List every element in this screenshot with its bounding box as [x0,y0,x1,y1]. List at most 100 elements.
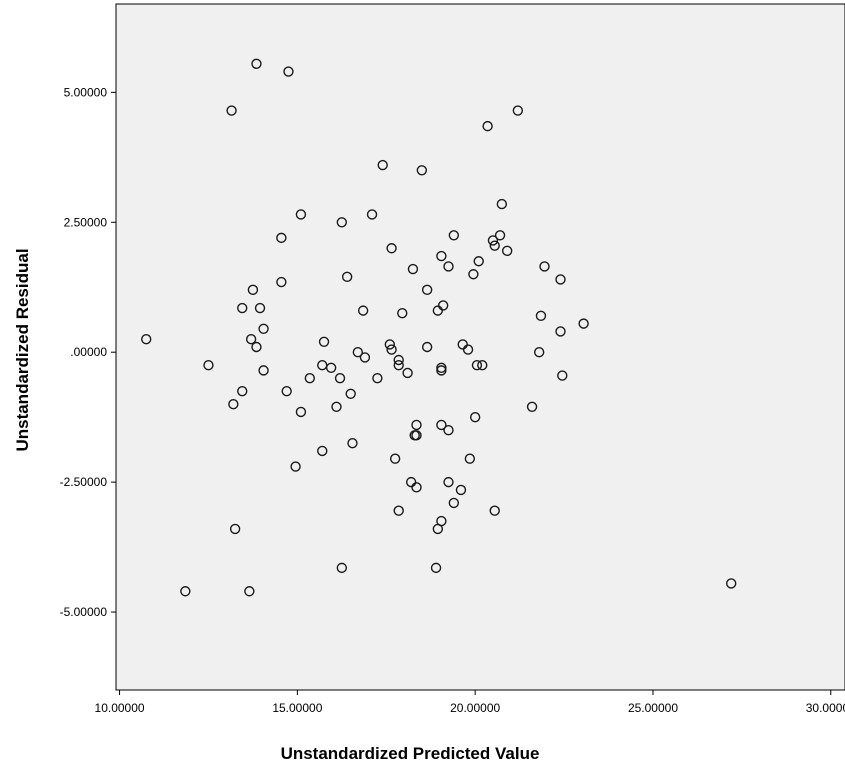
scatter-point [471,359,483,371]
scatter-point [535,310,547,322]
scatter-point [457,339,468,350]
scatter-point [336,217,348,228]
scatter-point [366,209,378,220]
y-tick-label: -5.00000 [60,605,108,619]
scatter-point [416,165,428,176]
scatter-point [341,271,353,283]
scatter-point [477,359,488,371]
scatter-point [336,562,348,574]
scatter-point [443,476,454,488]
scatter-point [432,305,444,316]
scatter-point [229,523,241,535]
scatter-point [251,341,262,353]
scatter-point [345,388,356,399]
scatter-point [290,461,301,472]
scatter-point [203,359,214,371]
scatter-point [317,445,328,457]
scatter-point [226,105,237,116]
scatter-point [468,269,479,280]
scatter-point [251,58,262,69]
scatter-point [407,263,419,275]
y-tick-label: 5.00000 [64,85,108,99]
scatter-point [304,372,316,384]
scatter-point [557,370,568,381]
scatter-point [352,346,364,358]
scatter-point [411,482,422,493]
scatter-point [455,484,467,496]
scatter-point [411,419,422,431]
scatter-point [347,437,358,449]
scatter-point [489,240,500,251]
scatter-point [359,352,371,363]
scatter-point [372,372,383,384]
scatter-point [357,305,369,316]
scatter-point [533,346,545,358]
scatter-point [245,334,257,345]
scatter-point [377,159,388,171]
scatter-point [555,274,566,285]
scatter-point [421,284,433,296]
scatter-point [496,198,508,210]
scatter-point [247,284,259,296]
scatter-point [555,326,566,337]
scatter-point [386,243,397,254]
x-axis: 10.00000 15.00000 20.00000 25.00000 30.00000 [95,690,845,715]
scatter-point [443,261,454,272]
scatter-point [462,344,474,355]
scatter-point [578,318,589,329]
scatter-point [436,365,447,376]
scatter-point [244,586,255,597]
scatter-point [512,105,524,116]
scatter-point [258,365,269,376]
scatter-point [482,120,493,132]
scatter-point [384,339,396,350]
x-tick-label: 30.00000 [806,701,845,715]
scatter-point [254,302,266,314]
scatter-point [473,256,484,267]
scatter-point [237,385,248,397]
scatter-point [331,401,342,412]
scatter-point [276,276,287,288]
y-tick-label: .00000 [70,345,107,359]
scatter-point [436,250,447,262]
y-tick-label: 2.50000 [64,215,108,229]
scatter-point [469,411,481,423]
scatter-point [405,476,417,488]
scatter-point [281,385,292,397]
scatter-point [443,424,454,436]
scatter-point [283,66,294,77]
scatter-point [409,430,420,441]
scatter-point [295,406,307,418]
scatter-point [334,372,346,384]
scatter-point [276,232,287,244]
scatter-point [494,230,506,241]
scatter-point [180,586,191,597]
scatter-point [487,235,499,246]
scatter-point [437,300,449,311]
scatter-point [489,505,500,516]
scatter-point [464,453,476,464]
scatter-point [325,362,337,373]
scatter-point [258,323,269,335]
y-axis: 5.00000 2.50000 .00000 -2.50000 -5.00000 [60,85,116,619]
scatter-point [397,308,408,319]
scatter-point [393,505,404,516]
scatter-point [432,523,444,535]
scatter-point [141,334,152,345]
scatter-point [389,453,401,464]
scatter-point [393,354,404,366]
scatter-point [386,344,397,355]
scatter-point [448,230,460,241]
x-tick-label: 25.00000 [628,701,678,715]
scatter-point [526,401,538,412]
y-tick-label: -2.50000 [60,475,108,489]
scatter-point [237,302,248,314]
plot-area [115,3,845,691]
scatter-point [501,245,513,257]
scatter-point [539,261,550,272]
scatter-point [726,578,737,589]
data-points [141,58,737,597]
scatter-point [295,209,307,220]
scatter-point [228,398,239,410]
